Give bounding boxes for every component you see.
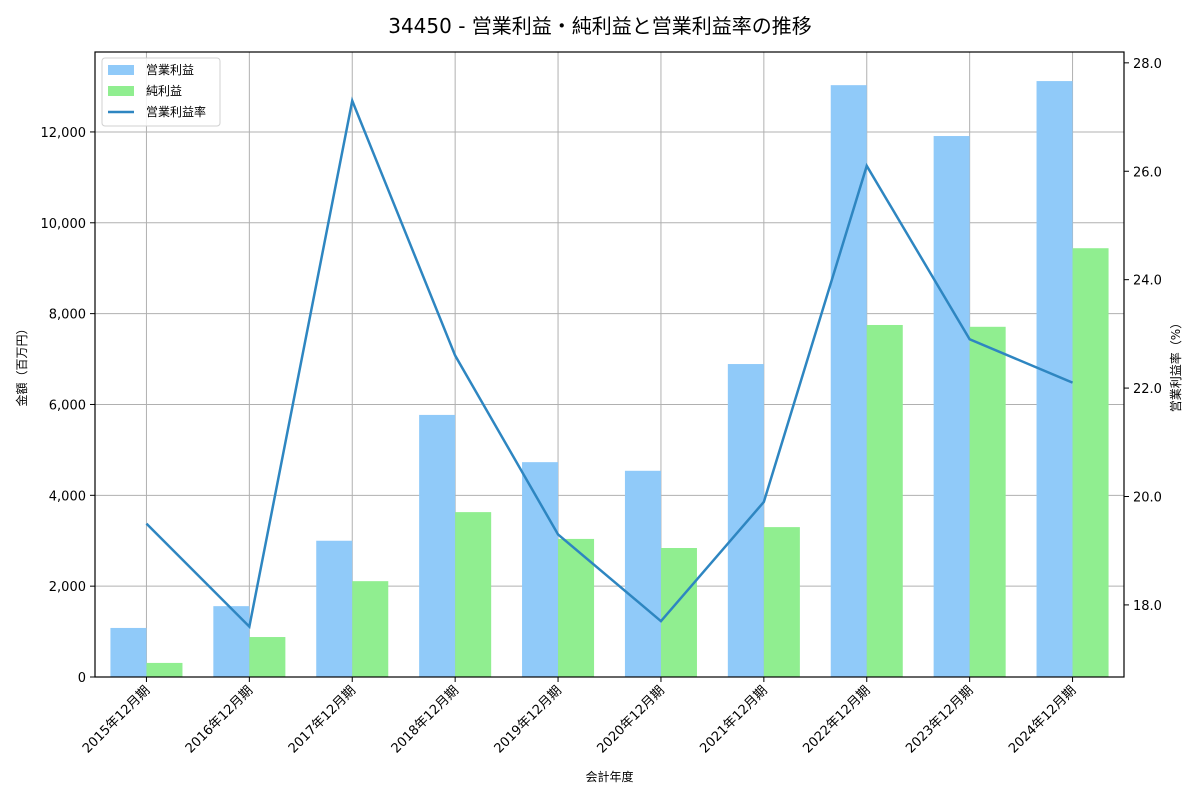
bar [316, 540, 353, 677]
y-axis-label: 金額（百万円） [14, 322, 29, 406]
y-right-axis-label: 営業利益率（%） [1168, 317, 1183, 412]
bar [727, 364, 764, 677]
plot-frame [94, 51, 1125, 678]
x-tick-label: 2016年12月期 [183, 683, 256, 756]
y-tick-label: 6,000 [49, 398, 86, 413]
legend-swatch [108, 65, 134, 75]
bar [1072, 248, 1109, 677]
y-tick-label: 8,000 [49, 308, 86, 323]
y-right-tick-label: 18.0 [1133, 599, 1162, 614]
legend-label: 営業利益率 [146, 104, 206, 119]
x-tick-label: 2017年12月期 [286, 683, 359, 756]
x-tick-label: 2018年12月期 [389, 683, 462, 756]
y-tick-label: 2,000 [49, 580, 86, 595]
bar-series-net-profit [146, 248, 1109, 677]
x-tick-label: 2019年12月期 [492, 683, 565, 756]
x-tick-label: 2015年12月期 [80, 683, 153, 756]
bar [558, 538, 595, 677]
line-series-operating-margin [145, 96, 1074, 630]
x-tick-label: 2021年12月期 [697, 683, 770, 756]
bar [522, 462, 559, 677]
bar [830, 85, 867, 677]
legend-label: 営業利益 [146, 63, 194, 77]
bar [624, 470, 661, 677]
y-tick-label: 12,000 [41, 126, 87, 141]
bar [660, 548, 697, 677]
bar [933, 136, 970, 678]
y-right-tick-label: 22.0 [1133, 382, 1162, 397]
x-axis-label: 会計年度 [585, 769, 633, 784]
bar [352, 581, 389, 677]
y-right-tick-label: 24.0 [1133, 274, 1162, 289]
bar [455, 512, 492, 677]
chart-title: 34450 - 営業利益・純利益と営業利益率の推移 [388, 14, 812, 38]
bar [969, 326, 1006, 677]
bar [866, 324, 903, 677]
x-tick-label: 2022年12月期 [800, 683, 873, 756]
bar [213, 606, 250, 677]
y-right-tick-label: 28.0 [1133, 57, 1162, 72]
bar [249, 637, 286, 677]
y-right-tick-label: 20.0 [1133, 490, 1162, 505]
y-right-tick-label: 26.0 [1133, 165, 1162, 180]
y-tick-label: 10,000 [41, 217, 87, 232]
bar [419, 414, 456, 677]
x-tick-label: 2020年12月期 [594, 683, 667, 756]
bar [110, 627, 147, 677]
x-tick-label: 2024年12月期 [1006, 683, 1079, 756]
legend-label: 純利益 [146, 84, 182, 98]
legend-swatch [108, 86, 134, 96]
x-tick-label: 2023年12月期 [903, 683, 976, 756]
y-tick-label: 4,000 [49, 489, 86, 504]
bar [763, 527, 800, 677]
bar [146, 662, 183, 677]
y-tick-label: 0 [78, 671, 86, 686]
